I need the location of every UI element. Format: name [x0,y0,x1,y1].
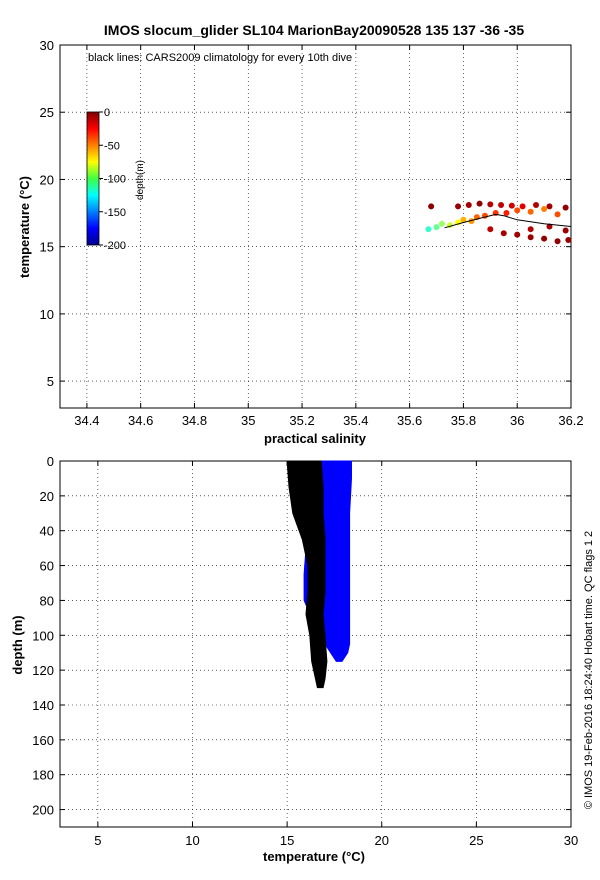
profile-x-tick-label: 20 [375,833,389,848]
colorbar-tick-label: -150 [104,207,126,219]
ts-x-tick-label: 35.2 [289,413,314,428]
ts-grid [60,45,571,408]
ts-y-axis-label: temperature (°C) [17,176,32,278]
colorbar-gradient [86,111,100,246]
credit-text: © IMOS 19-Feb-2016 18:24:40 Hobart time.… [583,531,595,809]
ts-data-point [546,203,553,210]
colorbar-ticks: 0 -50 -100 -150 -200 [99,107,126,252]
ts-data-point [514,207,521,214]
ts-y-ticks: 5 10 15 20 25 30 [40,38,571,389]
ts-x-tick-label: 34.6 [128,413,153,428]
ts-x-tick-label: 34.4 [74,413,99,428]
ts-data-point [554,238,561,245]
ts-y-tick-label: 15 [40,240,54,255]
ts-y-tick-label: 20 [40,172,54,187]
ts-climatology [444,213,572,229]
ts-data-point [554,211,561,218]
profile-x-tick-label: 25 [469,833,483,848]
ts-y-tick-label: 5 [47,374,54,389]
ts-data-point [438,220,445,227]
ts-annotation: black lines: CARS2009 climatology for ev… [88,52,352,64]
ts-x-axis-label: practical salinity [264,431,367,446]
ts-x-tick-label: 36 [510,413,524,428]
ts-data-point [546,223,553,230]
temperature-depth-profile: 5 10 15 20 25 30 020406080100120140160180200 … [10,454,578,864]
ts-diagram: 34.4 34.6 34.8 35 35.2 35.4 35.6 35.8 36 36.2 5 10… [17,38,584,446]
ts-data-point [527,208,534,215]
profile-y-tick-label: 200 [32,803,54,818]
ts-data-point [487,201,494,208]
profile-climatology-band [286,460,328,689]
profile-x-tick-label: 5 [94,833,101,848]
profile-x-tick-label: 15 [280,833,294,848]
profile-y-tick-label: 20 [40,489,54,504]
colorbar-tick-label: -50 [104,140,120,152]
ts-data-point [498,201,505,208]
ts-data-point [519,203,526,210]
ts-plot-frame [59,44,572,409]
ts-data-point [503,210,510,217]
ts-data-point [562,227,569,234]
profile-x-tick-label: 30 [564,833,578,848]
profile-x-tick-label: 10 [185,833,199,848]
profile-y-axis-label: depth (m) [10,615,25,674]
colorbar-tick-label: -100 [104,174,126,186]
ts-x-tick-label: 35.8 [451,413,476,428]
ts-x-tick-label: 35 [241,413,255,428]
ts-data-point [541,235,548,242]
ts-data-point [476,200,483,207]
ts-climatology-line [444,213,572,229]
ts-x-tick-label: 35.6 [397,413,422,428]
ts-data-point [565,236,572,243]
ts-data-point [514,231,521,238]
profile-x-axis-label: temperature (°C) [263,849,365,864]
colorbar-label: depth(m) [135,160,146,200]
ts-data-point [541,206,548,213]
ts-data-point [428,203,435,210]
profile-y-tick-label: 160 [32,733,54,748]
profile-y-tick-label: 140 [32,698,54,713]
ts-data-point [562,204,569,211]
ts-data-point [425,226,432,233]
profile-y-tick-label: 40 [40,524,54,539]
ts-x-tick-label: 34.8 [182,413,207,428]
ts-x-ticks: 34.4 34.6 34.8 35 35.2 35.4 35.6 35.8 36 36.2 [74,45,584,428]
profile-y-tick-label: 80 [40,593,54,608]
profile-y-tick-label: 60 [40,559,54,574]
profile-y-tick-label: 100 [32,628,54,643]
profile-y-tick-label: 120 [32,663,54,678]
profile-climatology [286,460,328,689]
profile-y-tick-label: 180 [32,768,54,783]
ts-data-point [455,203,462,210]
ts-x-tick-label: 35.4 [343,413,368,428]
colorbar-tick-label: 0 [104,107,110,119]
ts-data-point [487,226,494,233]
ts-y-tick-label: 10 [40,307,54,322]
ts-data-point [508,202,515,209]
ts-data-point [465,201,472,208]
profile-grid [60,461,571,827]
ts-data-point [460,216,467,223]
ts-y-tick-label: 30 [40,38,54,53]
ts-data-point [533,201,540,208]
colorbar-tick-label: -200 [104,240,126,252]
ts-x-tick-label: 36.2 [558,413,583,428]
figure-title: IMOS slocum_glider SL104 MarionBay200905… [104,22,524,38]
profile-y-ticks: 0 20 40 60 80 100 120 140 160 180 200 [32,454,571,818]
ts-data-point [527,226,534,233]
ts-data-point [500,230,507,237]
profile-x-ticks: 5 10 15 20 25 30 [94,461,578,848]
ts-data-point [433,224,440,231]
profile-y-tick-label: 0 [47,454,54,469]
ts-y-tick-label: 25 [40,105,54,120]
ts-data-point [527,234,534,241]
depth-colorbar: 0 -50 -100 -150 -200 depth(m) [86,107,146,252]
